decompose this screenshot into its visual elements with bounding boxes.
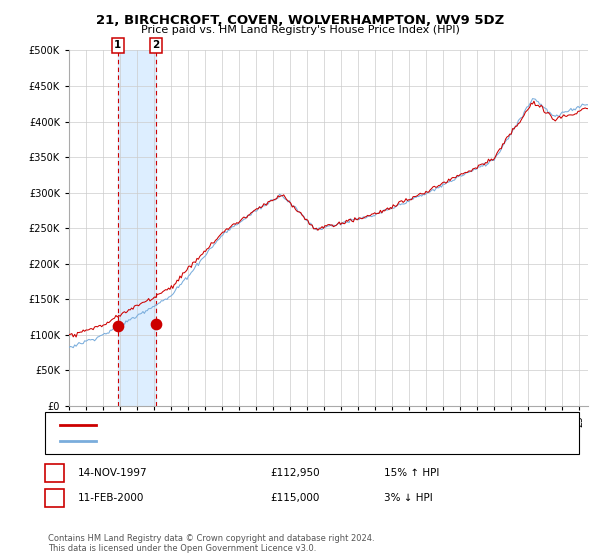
Bar [118, 50, 156, 406]
Text: HPI: Average price, detached house, South Staffordshire: HPI: Average price, detached house, Sout… [102, 436, 377, 446]
Text: £112,950: £112,950 [270, 468, 320, 478]
Text: Contains HM Land Registry data © Crown copyright and database right 2024.
This d: Contains HM Land Registry data © Crown c… [48, 534, 374, 553]
Text: 3% ↓ HPI: 3% ↓ HPI [384, 493, 433, 503]
Point [151, 320, 161, 329]
Text: Price paid vs. HM Land Registry's House Price Index (HPI): Price paid vs. HM Land Registry's House … [140, 25, 460, 35]
Text: 1: 1 [114, 40, 121, 50]
Text: 14-NOV-1997: 14-NOV-1997 [78, 468, 148, 478]
Text: 11-FEB-2000: 11-FEB-2000 [78, 493, 145, 503]
Text: 1: 1 [51, 468, 58, 478]
Text: 2: 2 [152, 40, 160, 50]
Text: 15% ↑ HPI: 15% ↑ HPI [384, 468, 439, 478]
Text: 2: 2 [51, 493, 58, 503]
Point [113, 321, 122, 330]
Text: 21, BIRCHCROFT, COVEN, WOLVERHAMPTON, WV9 5DZ: 21, BIRCHCROFT, COVEN, WOLVERHAMPTON, WV… [96, 14, 504, 27]
Text: 21, BIRCHCROFT, COVEN, WOLVERHAMPTON, WV9 5DZ (detached house): 21, BIRCHCROFT, COVEN, WOLVERHAMPTON, WV… [102, 419, 462, 430]
Text: £115,000: £115,000 [270, 493, 319, 503]
